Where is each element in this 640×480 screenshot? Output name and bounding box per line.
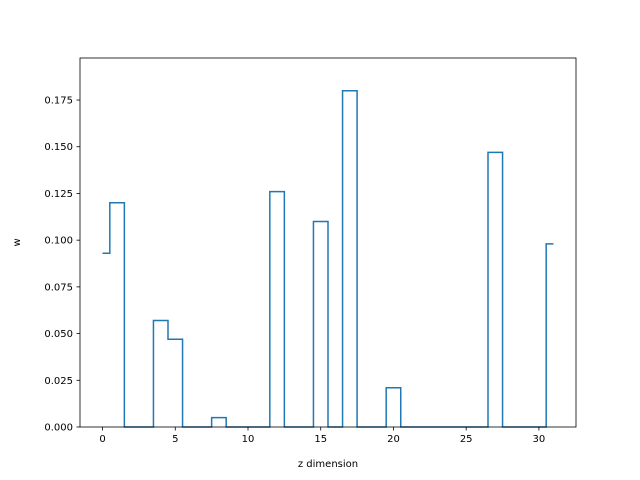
axes-frame: [79, 57, 577, 428]
y-tick-label: 0.050: [44, 329, 73, 340]
x-tick-label: 5: [172, 434, 178, 445]
y-tick-label: 0.100: [44, 236, 73, 247]
y-tick-label: 0.075: [44, 282, 73, 293]
y-tick-label: 0.150: [44, 142, 73, 153]
x-tick-label: 25: [460, 434, 473, 445]
x-tick-label: 15: [314, 434, 327, 445]
x-tick-label: 10: [242, 434, 255, 445]
y-tick-label: 0.000: [44, 423, 73, 434]
y-axis: 0.000 0.025 0.050 0.075 0.100 0.125 0.150 0.175: [44, 96, 80, 434]
x-tick-label: 30: [533, 434, 546, 445]
y-tick-label: 0.125: [44, 189, 73, 200]
x-tick-label: 0: [99, 434, 105, 445]
x-axis-label: z dimension: [298, 459, 358, 470]
y-tick-label: 0.025: [44, 376, 73, 387]
x-tick-label: 20: [387, 434, 400, 445]
x-axis: 0 5 10 15 20 25 30: [99, 427, 545, 445]
y-axis-label: w: [12, 238, 23, 246]
y-tick-label: 0.175: [44, 96, 73, 107]
plot-area: [79, 57, 577, 428]
